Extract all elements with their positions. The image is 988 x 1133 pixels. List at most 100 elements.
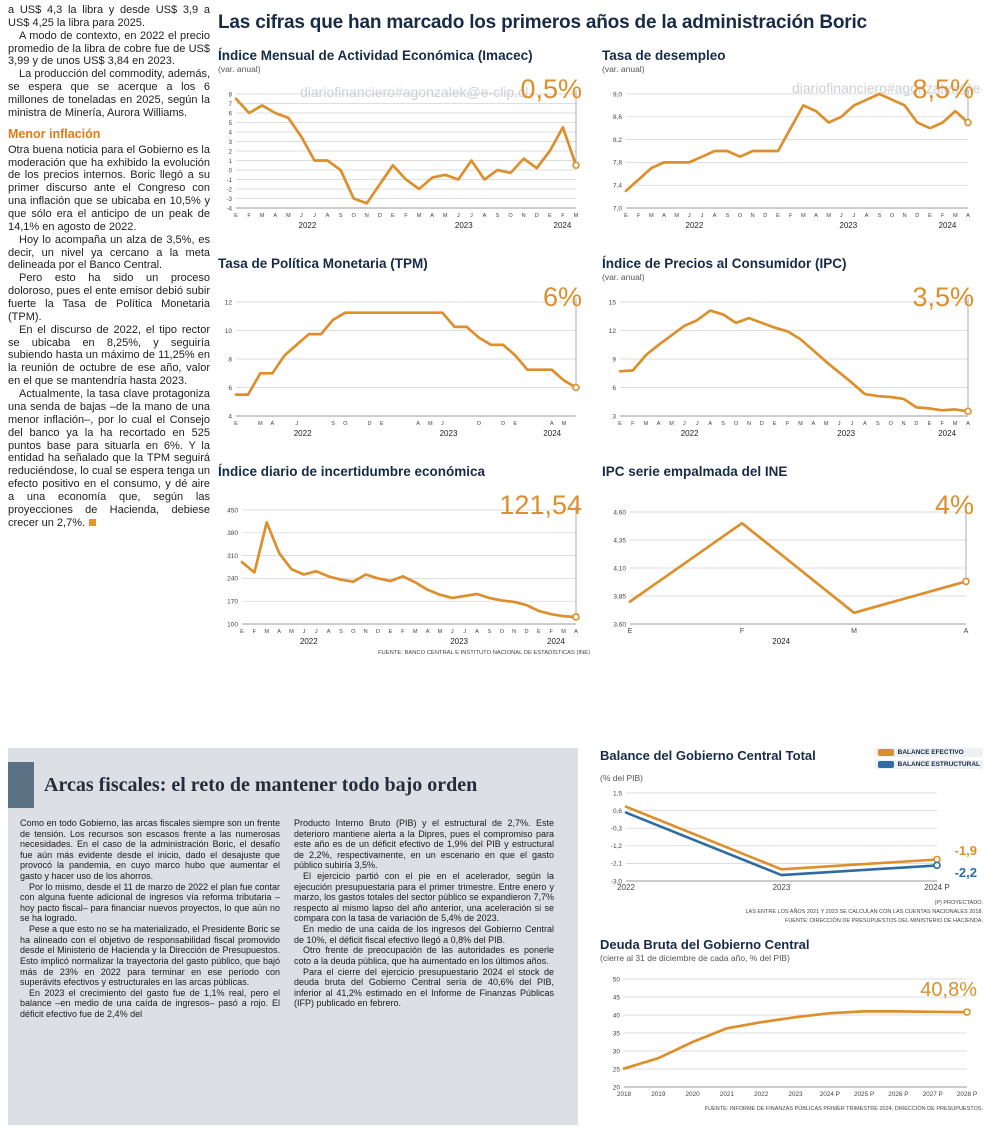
svg-text:E: E: [618, 421, 622, 427]
paragraph: En 2023 el crecimiento del gasto fue de …: [20, 987, 280, 1019]
svg-text:3,60: 3,60: [613, 621, 626, 628]
svg-text:J: J: [441, 421, 444, 427]
svg-text:2027 P: 2027 P: [923, 1091, 943, 1098]
svg-text:E: E: [927, 421, 931, 427]
svg-text:E: E: [513, 421, 517, 427]
svg-text:D: D: [524, 629, 528, 635]
chart-block-imacec: Índice Mensual de Actividad Económica (I…: [218, 48, 590, 232]
svg-text:8: 8: [228, 356, 232, 363]
svg-text:J: J: [457, 213, 460, 219]
ipc-empalmada-plot: 4,60 4,35 4,10 3,85 3,60E F M A 2024: [613, 508, 970, 646]
svg-text:E: E: [537, 629, 541, 635]
svg-text:J: J: [853, 213, 856, 219]
svg-text:-0,3: -0,3: [611, 826, 623, 833]
chart-subtitle-desempleo: (var. anual): [602, 64, 645, 74]
svg-text:M: M: [258, 421, 263, 427]
svg-text:3,85: 3,85: [613, 593, 626, 600]
svg-text:M: M: [286, 213, 291, 219]
svg-text:170: 170: [227, 599, 238, 606]
callout-balance-estructural: -2,2: [954, 865, 977, 880]
svg-text:D: D: [535, 213, 539, 219]
paragraph: Como en todo Gobierno, las arcas fiscale…: [20, 818, 280, 882]
svg-text:M: M: [413, 629, 418, 635]
svg-text:-4: -4: [227, 206, 233, 212]
svg-text:N: N: [902, 421, 906, 427]
svg-text:15: 15: [609, 299, 617, 306]
chart-area-tpm: 12 10 8 6 4 E M A J S O D E A M J O D E A M 2022 2023 2024 6%: [218, 282, 590, 440]
svg-text:2025 P: 2025 P: [854, 1091, 874, 1098]
svg-text:-3: -3: [227, 197, 233, 203]
svg-text:F: F: [404, 213, 408, 219]
svg-text:E: E: [776, 213, 780, 219]
svg-text:10: 10: [225, 328, 233, 335]
svg-text:100: 100: [227, 621, 238, 628]
svg-text:2024 P: 2024 P: [924, 883, 949, 892]
svg-text:-3,0: -3,0: [611, 878, 623, 885]
chart-block-incertidumbre: Índice diario de incertidumbre económica…: [218, 464, 590, 656]
svg-text:E: E: [773, 421, 777, 427]
svg-text:35: 35: [613, 1031, 621, 1038]
svg-text:50: 50: [613, 977, 621, 984]
callout-balance-efectivo: -1,9: [954, 843, 977, 858]
svg-text:2023: 2023: [839, 221, 857, 230]
svg-text:F: F: [550, 629, 554, 635]
svg-text:2020: 2020: [685, 1091, 700, 1098]
paragraph: Pero esto ha sido un proceso doloroso, p…: [8, 272, 210, 323]
svg-text:2024: 2024: [547, 637, 565, 646]
svg-text:2: 2: [229, 149, 233, 155]
svg-text:O: O: [352, 213, 357, 219]
chart-title-deuda: Deuda Bruta del Gobierno Central: [600, 937, 810, 953]
deuda-source-line: FUENTE: INFORME DE FINANZAS PÚBLICAS PRI…: [704, 1106, 983, 1113]
svg-text:6: 6: [228, 385, 232, 392]
svg-text:A: A: [426, 629, 430, 635]
svg-text:O: O: [738, 213, 743, 219]
svg-text:240: 240: [227, 576, 238, 583]
chart-title-balance: Balance del Gobierno Central Total: [600, 748, 816, 763]
paragraph: Producto Interno Bruto (PIB) y el estruc…: [294, 818, 554, 871]
svg-text:310: 310: [227, 553, 238, 560]
svg-text:M: M: [798, 421, 803, 427]
svg-text:-1,2: -1,2: [611, 843, 623, 850]
fiscal-headline: Arcas fiscales: el reto de mantener todo…: [44, 773, 478, 796]
svg-text:M: M: [562, 421, 567, 427]
svg-text:F: F: [401, 629, 405, 635]
fiscal-article-columns: Como en todo Gobierno, las arcas fiscale…: [20, 818, 566, 1020]
svg-text:D: D: [368, 421, 372, 427]
svg-text:2021: 2021: [720, 1091, 735, 1098]
svg-text:A: A: [966, 421, 970, 427]
svg-text:S: S: [876, 421, 880, 427]
charts-source-note: FUENTE: BANCO CENTRAL E INSTITUTO NACION…: [378, 650, 590, 656]
svg-text:F: F: [247, 213, 251, 219]
chart-title-ipc-empalmada: IPC serie empalmada del INE: [602, 464, 788, 479]
paragraph: (P) PROYECTADO.: [934, 900, 984, 906]
svg-text:12: 12: [225, 299, 233, 306]
paragraph: Pese a que esto no se ha materializado, …: [20, 924, 280, 988]
svg-text:F: F: [631, 421, 635, 427]
svg-text:N: N: [751, 213, 755, 219]
svg-text:J: J: [451, 629, 454, 635]
svg-text:-1: -1: [227, 178, 233, 184]
callout-ipc-empalmada: 4%: [934, 490, 974, 520]
svg-text:M: M: [438, 629, 443, 635]
svg-text:A: A: [811, 421, 815, 427]
svg-text:6: 6: [612, 385, 616, 392]
svg-text:M: M: [289, 629, 294, 635]
svg-text:D: D: [376, 629, 380, 635]
svg-text:E: E: [928, 213, 932, 219]
svg-text:J: J: [851, 421, 854, 427]
chart-area-imacec: 8 7 6 5 4 3 2 1 0 -1 -2 -3 -4 E F M A M J J A S O N D E F M A M J J A S O N…: [218, 74, 590, 232]
svg-text:M: M: [417, 213, 422, 219]
fiscal-headline-row: Arcas fiscales: el reto de mantener todo…: [8, 762, 566, 808]
svg-text:D: D: [378, 213, 382, 219]
svg-text:-2,1: -2,1: [611, 861, 623, 868]
svg-text:4,35: 4,35: [613, 537, 626, 544]
legend-swatch-efectivo-icon: [877, 749, 894, 756]
chart-head-ipc: Índice de Precios al Consumidor (IPC) (v…: [602, 256, 982, 290]
svg-text:A: A: [483, 213, 487, 219]
svg-text:J: J: [302, 629, 305, 635]
svg-text:O: O: [477, 421, 482, 427]
svg-text:O: O: [508, 213, 513, 219]
paragraph: Hoy lo acompaña un alza de 3,5%, es deci…: [8, 233, 210, 272]
